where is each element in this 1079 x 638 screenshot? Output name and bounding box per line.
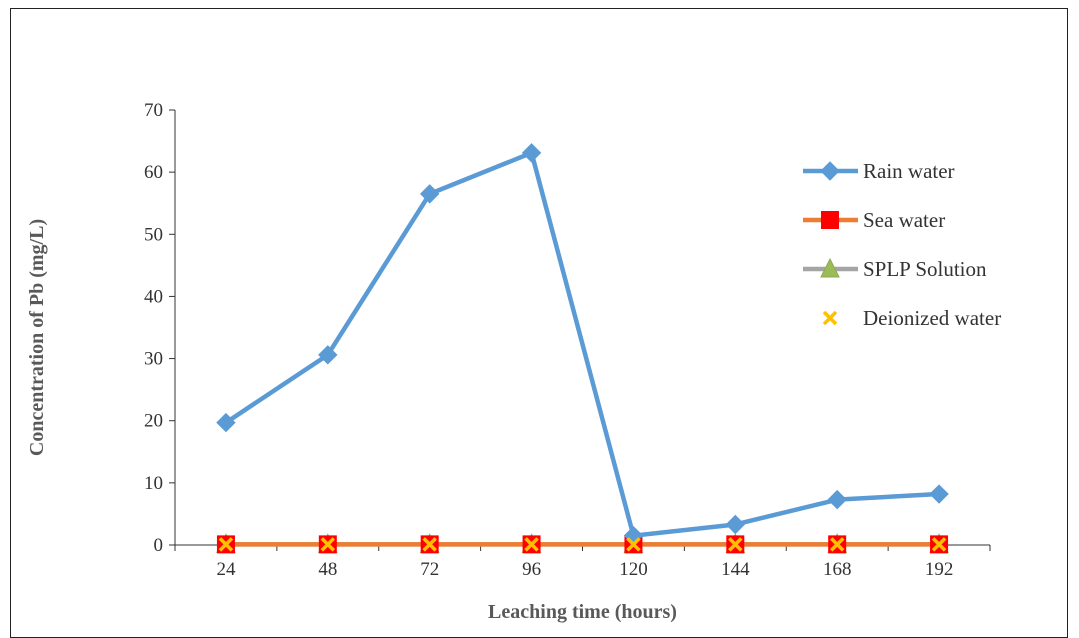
x-tick-label: 72 [420, 559, 439, 580]
legend-entry: Deionized water [822, 306, 1001, 330]
legend: Rain water Sea water SPLP Solution Deionize… [803, 159, 1001, 330]
data-point [524, 537, 539, 552]
y-axis-title: Concentration of Pb (mg/L) [26, 219, 48, 456]
marker-stroke [218, 537, 234, 552]
data-point [320, 537, 336, 552]
y-ticks: 0 10 20 30 40 50 60 70 [144, 100, 175, 556]
data-point [829, 537, 845, 552]
data-point [626, 537, 641, 552]
y-tick-label: 60 [144, 162, 163, 183]
legend-swatch-marker [822, 310, 838, 326]
y-tick-label: 20 [144, 411, 163, 432]
x-tick-label: 144 [721, 559, 750, 580]
marker-stroke [822, 310, 838, 326]
x-axis-title: Leaching time (hours) [488, 601, 677, 623]
x-tick-label: 120 [619, 559, 648, 580]
marker-stroke [829, 537, 845, 552]
data-point [929, 484, 949, 504]
y-tick-label: 0 [154, 535, 164, 556]
legend-entry: Sea water [803, 208, 945, 232]
legend-label: Deionized water [863, 306, 1001, 330]
marker-stroke [626, 537, 641, 552]
x-ticks: 24 48 72 96 120 144 168 192 [174, 545, 991, 580]
legend-entry: Rain water [803, 159, 955, 183]
series-rain-water [216, 143, 949, 546]
data-point [827, 489, 847, 510]
legend-entry: SPLP Solution [803, 257, 987, 281]
x-tick-label: 192 [925, 559, 954, 580]
data-point [728, 537, 743, 552]
data-point [218, 537, 234, 552]
marker-stroke [728, 537, 743, 552]
legend-label: Sea water [863, 208, 945, 232]
x-tick-label: 168 [823, 559, 852, 580]
y-tick-label: 50 [144, 224, 163, 245]
legend-swatch-marker [821, 211, 839, 229]
marker-stroke [931, 537, 947, 552]
series-deionized-water [218, 537, 947, 552]
marker-stroke [524, 537, 539, 552]
marker-stroke [422, 537, 437, 552]
data-point [419, 184, 440, 204]
data-point [725, 514, 746, 535]
y-tick-label: 40 [144, 286, 163, 307]
x-tick-label: 24 [216, 559, 236, 580]
x-tick-label: 96 [522, 559, 541, 580]
marker-stroke [320, 537, 336, 552]
y-tick-label: 10 [144, 473, 163, 494]
data-point [931, 537, 947, 552]
data-point [521, 143, 542, 163]
legend-swatch-marker [820, 161, 840, 181]
y-tick-label: 70 [144, 100, 163, 121]
data-point [422, 537, 437, 552]
series-layer [216, 143, 949, 554]
legend-swatch-marker [820, 257, 840, 278]
legend-label: Rain water [863, 159, 955, 183]
chart-frame [10, 8, 1068, 638]
legend-label: SPLP Solution [863, 257, 987, 281]
data-point [216, 412, 236, 433]
x-tick-label: 48 [318, 559, 337, 580]
data-point [318, 345, 338, 365]
y-tick-label: 30 [144, 349, 163, 370]
series-line [224, 150, 940, 538]
